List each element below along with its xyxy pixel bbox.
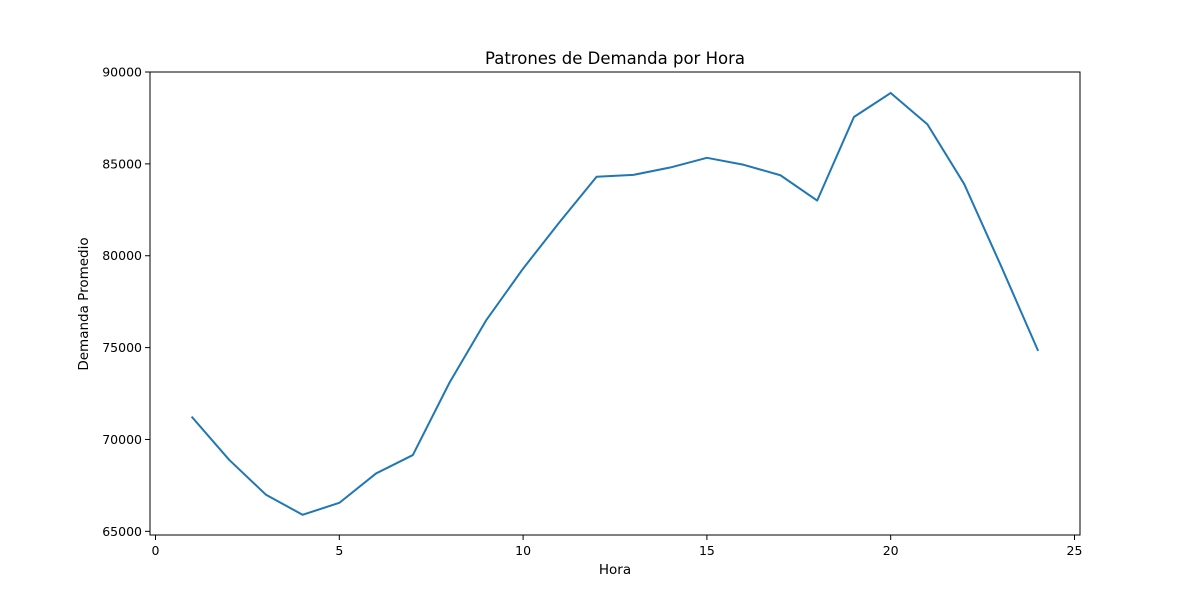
data-point bbox=[1000, 265, 1002, 267]
y-tick-label: 75000 bbox=[102, 340, 142, 355]
data-point bbox=[706, 157, 708, 159]
x-tick-label: 25 bbox=[1067, 543, 1083, 558]
x-axis: 0 5 10 15 20 25 bbox=[152, 535, 1083, 558]
data-point bbox=[559, 221, 561, 223]
data-point bbox=[449, 382, 451, 384]
data-point bbox=[779, 174, 781, 176]
data-point bbox=[632, 174, 634, 176]
data-point bbox=[743, 164, 745, 166]
y-tick-label: 90000 bbox=[102, 65, 142, 80]
data-point bbox=[412, 454, 414, 456]
x-tick-label: 0 bbox=[152, 543, 160, 558]
data-point bbox=[669, 167, 671, 169]
data-point bbox=[596, 176, 598, 178]
x-tick-label: 5 bbox=[335, 543, 343, 558]
data-point bbox=[926, 123, 928, 125]
data-point bbox=[1037, 349, 1039, 351]
plot-area bbox=[190, 91, 1040, 516]
plot-frame bbox=[149, 71, 1081, 536]
y-axis-label: Demanda Promedio bbox=[76, 237, 92, 370]
data-point bbox=[338, 502, 340, 504]
data-point bbox=[522, 268, 524, 270]
data-point bbox=[265, 494, 267, 496]
data-point bbox=[963, 183, 965, 185]
data-point bbox=[302, 514, 304, 516]
x-axis-label: Hora bbox=[599, 562, 631, 578]
chart-title: Patrones de Demanda por Hora bbox=[485, 49, 745, 68]
x-tick-label: 10 bbox=[515, 543, 531, 558]
data-point bbox=[816, 200, 818, 202]
y-tick-label: 80000 bbox=[102, 248, 142, 263]
data-point bbox=[375, 472, 377, 474]
y-tick-label: 85000 bbox=[102, 156, 142, 171]
data-point bbox=[853, 116, 855, 118]
data-point bbox=[228, 459, 230, 461]
data-point bbox=[890, 92, 892, 94]
y-axis: 65000 70000 75000 80000 85000 90000 bbox=[102, 65, 150, 539]
x-tick-label: 15 bbox=[699, 543, 715, 558]
data-point bbox=[485, 319, 487, 321]
series-line bbox=[190, 91, 1040, 516]
x-tick-label: 20 bbox=[883, 543, 899, 558]
y-tick-label: 65000 bbox=[102, 524, 142, 539]
y-tick-label: 70000 bbox=[102, 432, 142, 447]
data-point bbox=[191, 416, 193, 418]
